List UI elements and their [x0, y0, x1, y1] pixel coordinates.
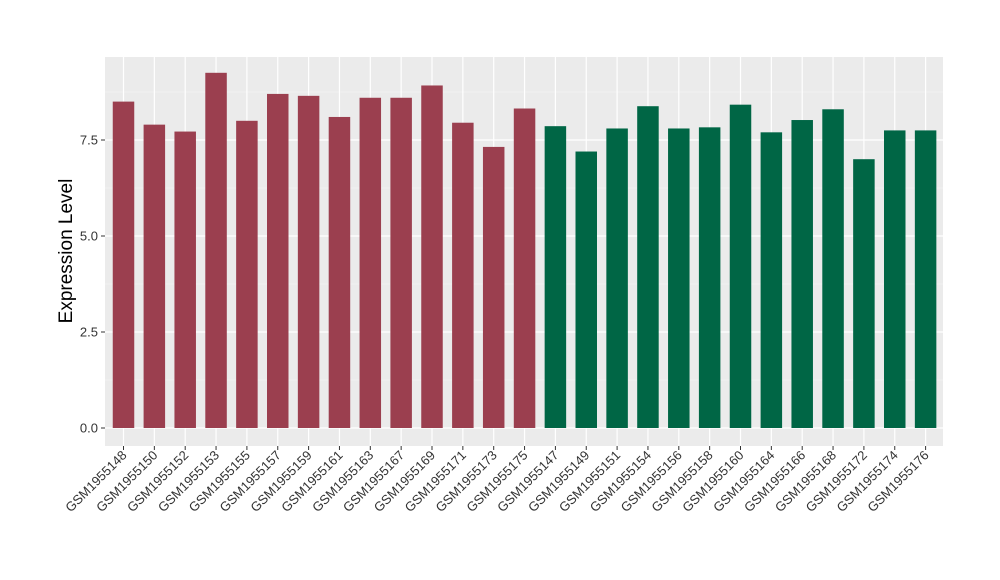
bar-GSM1955173 — [482, 146, 505, 429]
bars — [112, 72, 937, 429]
bar-GSM1955149 — [575, 151, 597, 428]
bar-GSM1955160 — [729, 104, 752, 428]
bar-GSM1955163 — [359, 97, 382, 428]
bar-GSM1955175 — [513, 108, 536, 429]
bar-GSM1955169 — [421, 85, 443, 429]
bar-GSM1955157 — [267, 93, 289, 429]
bar-GSM1955154 — [637, 106, 659, 428]
x-axis: GSM1955148GSM1955150GSM1955152GSM1955153… — [62, 446, 932, 515]
bar-GSM1955159 — [297, 95, 320, 428]
bar-GSM1955151 — [606, 128, 628, 429]
bar-GSM1955147 — [544, 126, 567, 429]
bar-GSM1955176 — [914, 130, 937, 428]
bar-GSM1955161 — [328, 116, 351, 429]
bar-GSM1955158 — [698, 127, 721, 428]
bar-GSM1955164 — [760, 132, 783, 428]
bar-GSM1955150 — [143, 124, 166, 428]
bar-GSM1955168 — [822, 109, 844, 428]
bar-GSM1955174 — [884, 130, 906, 428]
y-tick-label: 5.0 — [80, 229, 98, 244]
bar-GSM1955156 — [668, 128, 690, 429]
y-axis: 0.0 2.5 5.0 7.5 — [80, 133, 105, 436]
y-tick-label: 7.5 — [80, 133, 98, 148]
bar-GSM1955153 — [205, 72, 227, 429]
y-axis-title: Expression Level — [56, 179, 77, 324]
bar-GSM1955148 — [112, 101, 135, 428]
bar-GSM1955152 — [174, 131, 196, 428]
bar-GSM1955171 — [452, 122, 474, 428]
y-tick-label: 0.0 — [80, 421, 98, 436]
bar-GSM1955172 — [853, 159, 875, 428]
bar-GSM1955166 — [791, 120, 813, 429]
y-tick-label: 2.5 — [80, 325, 98, 340]
bar-GSM1955167 — [390, 97, 412, 428]
bar-GSM1955155 — [236, 120, 258, 429]
